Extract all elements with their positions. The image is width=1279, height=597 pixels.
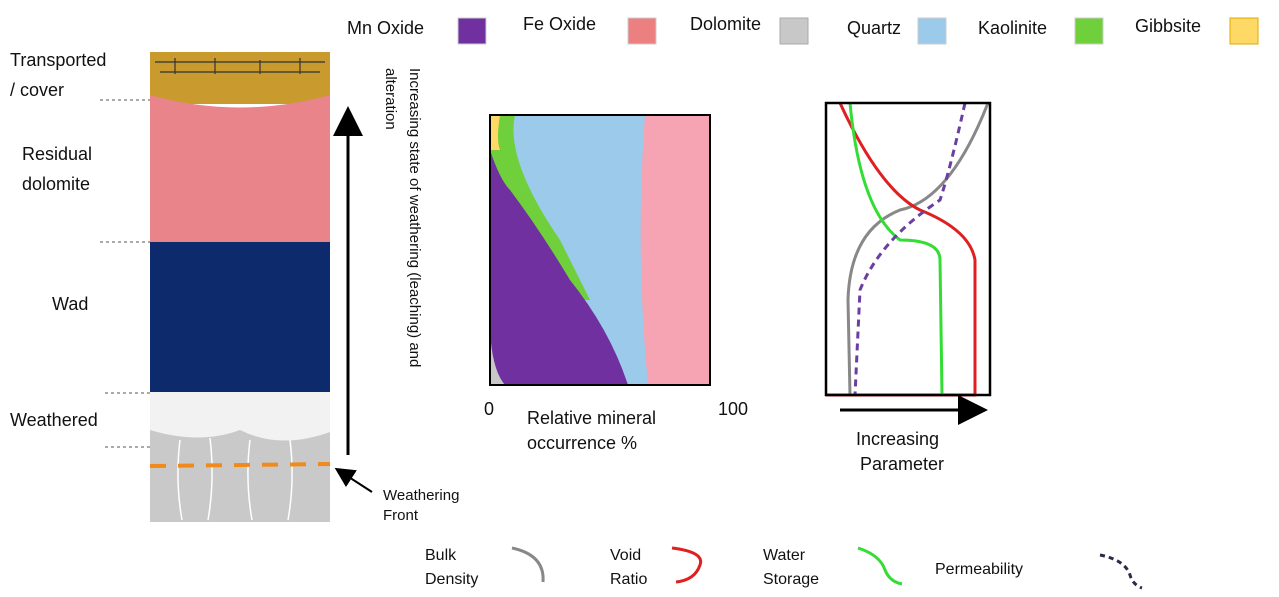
front-label: Front (383, 507, 419, 524)
profile-column: Transported / cover Residual dolomite Wa… (10, 50, 331, 522)
cover-layer (150, 52, 330, 104)
legend-swatch (1074, 17, 1104, 45)
legend-label: Mn Oxide (347, 18, 424, 38)
legend-label: Water (763, 547, 806, 564)
front-label: Weathering (383, 487, 459, 504)
legend-label: Permeability (935, 561, 1023, 578)
curve-legend: Bulk Density Void Ratio Water Storage Pe… (425, 546, 1143, 590)
legend-label: Void (610, 547, 641, 564)
layer-label: dolomite (22, 174, 90, 194)
axis-label: Increasing (856, 429, 939, 449)
layer-label: Wad (52, 294, 88, 314)
legend-label: Kaolinite (978, 18, 1047, 38)
legend-label: Density (425, 571, 478, 588)
legend-swatch (457, 17, 487, 45)
residual-layer (150, 95, 330, 242)
legend-label: Storage (763, 571, 819, 588)
axis-max: 100 (718, 399, 748, 419)
axis-min: 0 (484, 399, 494, 419)
legend-label: Ratio (610, 571, 647, 588)
arrow-label: alteration (382, 68, 399, 130)
layer-label: Transported (10, 50, 106, 70)
mineral-panel: 0 100 Relative mineral occurrence % (484, 114, 748, 453)
legend-swatch (627, 17, 657, 45)
legend-label: Fe Oxide (523, 14, 596, 34)
layer-label: Weathered (10, 410, 98, 430)
arrow-label: Increasing state of weathering (leaching… (406, 68, 423, 367)
layer-label: Residual (22, 144, 92, 164)
legend-label: Dolomite (690, 14, 761, 34)
legend-label: Bulk (425, 547, 457, 564)
legend-swatch (779, 17, 809, 45)
layer-label: / cover (10, 80, 64, 100)
legend-swatch (917, 17, 947, 45)
legend-label: Quartz (847, 18, 901, 38)
legend-label: Gibbsite (1135, 16, 1201, 36)
parameter-panel (824, 101, 992, 425)
axis-label: Relative mineral (527, 408, 656, 428)
mineral-legend: Mn Oxide Fe Oxide Dolomite Quartz Kaolin… (347, 14, 1259, 45)
axis-label: occurrence % (527, 433, 637, 453)
legend-swatch (1229, 17, 1259, 45)
axis-label: Parameter (860, 454, 944, 474)
wad-layer (150, 242, 330, 392)
